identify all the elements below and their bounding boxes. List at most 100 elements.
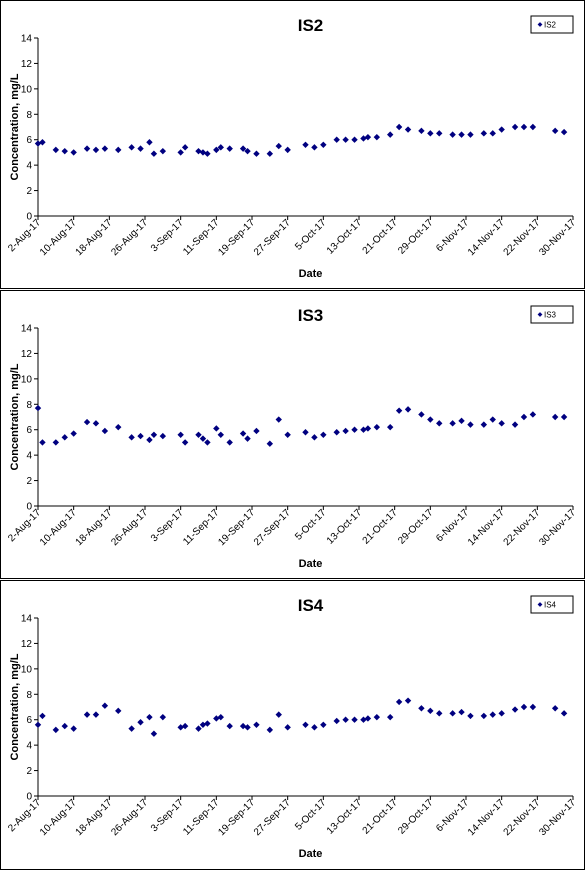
data-point <box>61 722 68 730</box>
y-tick-label: 6 <box>26 715 32 726</box>
x-tick-label: 21-Oct-17 <box>361 507 401 547</box>
data-point <box>489 416 496 423</box>
data-point <box>115 707 122 715</box>
data-point <box>560 128 568 136</box>
y-tick-label: 4 <box>26 741 32 752</box>
chart-is3: IS3 0 2 4 6 8 10 12 14 2-Aug-1710-Aug-1718-Aug-17… <box>6 305 578 570</box>
x-tick-label: 5-Oct-17 <box>293 797 329 833</box>
data-point <box>418 705 425 712</box>
x-tick-label: 13-Oct-17 <box>325 797 365 837</box>
data-point <box>351 426 358 433</box>
y-tick-label: 8 <box>26 400 32 411</box>
data-point <box>333 429 340 436</box>
data-point <box>150 730 158 737</box>
y-tick-label: 12 <box>21 349 33 360</box>
x-tick-label: 19-Sep-17 <box>216 217 257 258</box>
data-point <box>520 703 528 711</box>
data-point <box>529 703 537 711</box>
chart-is4: IS4 0 2 4 6 8 10 12 14 2-Aug-1710-Aug-1718-Aug-17… <box>6 595 578 860</box>
legend-label: IS4 <box>544 601 557 610</box>
data-point <box>128 144 135 151</box>
chart-panel-is4: IS4 0 2 4 6 8 10 12 14 2-Aug-17 10-Aug-17 18-Aug-17… <box>0 580 585 870</box>
data-point <box>266 440 274 447</box>
x-tick-label: 21-Oct-17 <box>361 217 401 257</box>
data-point <box>320 721 327 728</box>
data-point <box>560 413 568 421</box>
data-point <box>150 431 158 438</box>
x-tick-label: 30-Nov-17 <box>537 507 578 548</box>
y-tick-label: 12 <box>21 59 33 70</box>
data-point <box>204 439 211 446</box>
data-point <box>284 724 291 731</box>
data-point <box>520 123 528 131</box>
data-point <box>511 123 519 131</box>
chart-panel-is3: IS3 0 2 4 6 8 10 12 14 2-Aug-17 10-Aug-17 18-Aug-17… <box>0 290 585 579</box>
data-point <box>511 421 519 428</box>
data-point <box>404 406 412 413</box>
data-point <box>83 711 91 718</box>
data-point <box>70 430 77 437</box>
data-point <box>92 711 100 718</box>
x-tick-label: 2-Aug-17 <box>6 217 43 254</box>
data-point <box>213 146 220 154</box>
data-point <box>436 420 443 427</box>
data-point <box>342 427 349 435</box>
data-point <box>551 413 559 421</box>
data-point <box>560 710 568 717</box>
data-point <box>128 434 135 441</box>
data-point <box>498 420 505 427</box>
data-point <box>458 417 465 425</box>
x-tick-label: 13-Oct-17 <box>325 217 365 257</box>
x-tick-label: 13-Oct-17 <box>325 507 365 547</box>
x-tick-label: 30-Nov-17 <box>537 797 578 838</box>
data-point <box>101 145 109 152</box>
x-tick-label: 27-Sep-17 <box>252 507 293 548</box>
x-tick-label: 22-Nov-17 <box>502 507 543 548</box>
data-point <box>217 431 224 438</box>
x-tick-label: 14-Nov-17 <box>466 507 507 548</box>
data-point <box>226 722 233 730</box>
data-point <box>351 136 358 143</box>
data-point <box>387 423 394 431</box>
data-point <box>551 705 559 712</box>
data-point <box>342 716 349 723</box>
x-axis-label: Date <box>299 558 323 570</box>
x-tick-label: 21-Oct-17 <box>361 797 401 837</box>
data-point <box>181 722 189 730</box>
legend-box <box>530 305 574 324</box>
data-point <box>551 127 559 135</box>
data-point <box>458 131 465 138</box>
x-tick-label: 22-Nov-17 <box>502 217 543 258</box>
y-tick-label: 2 <box>26 766 32 777</box>
data-point <box>52 146 60 154</box>
data-point <box>436 710 443 717</box>
data-point <box>404 126 412 133</box>
x-tick-label: 19-Sep-17 <box>216 507 257 548</box>
data-point <box>498 710 505 717</box>
data-point <box>520 413 528 421</box>
data-point <box>373 713 381 721</box>
data-point <box>418 411 425 418</box>
data-point <box>239 145 247 152</box>
y-tick-label: 8 <box>26 110 32 121</box>
x-tick-label: 2-Aug-17 <box>6 797 43 834</box>
data-point <box>404 697 412 704</box>
data-point <box>199 435 207 442</box>
y-tick-label: 4 <box>26 451 32 462</box>
legend: IS4 <box>530 595 574 614</box>
legend-box <box>530 595 574 614</box>
data-point <box>373 423 381 431</box>
data-point <box>320 141 327 148</box>
data-point <box>253 427 260 435</box>
x-tick-label: 14-Nov-17 <box>466 217 507 258</box>
x-tick-label: 27-Sep-17 <box>252 217 293 258</box>
data-point <box>436 130 443 137</box>
data-point <box>284 146 291 154</box>
data-point <box>275 142 282 150</box>
data-point <box>387 131 394 138</box>
y-tick-label: 6 <box>26 135 32 146</box>
data-point <box>364 133 372 141</box>
x-tick-label: 18-Aug-17 <box>74 797 115 838</box>
y-tick-label: 6 <box>26 425 32 436</box>
data-point <box>333 717 340 725</box>
